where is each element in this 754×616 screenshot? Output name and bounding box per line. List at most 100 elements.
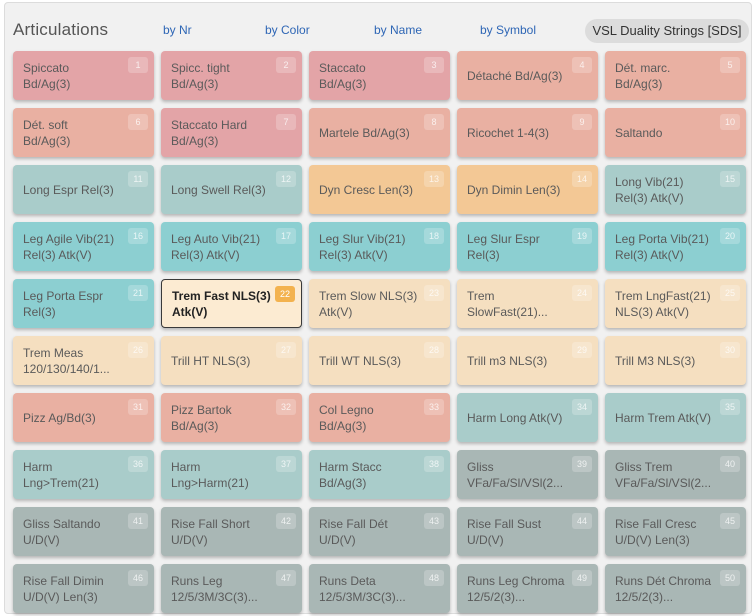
articulation-number-badge: 37 (276, 456, 296, 472)
articulation-tile[interactable]: Dét. soft Bd/Ag(3) 6 (13, 108, 154, 157)
articulation-tile[interactable]: Trill M3 NLS(3) 30 (605, 336, 746, 385)
articulation-number-badge: 24 (572, 285, 592, 301)
articulation-tile[interactable]: Harm Trem Atk(V) 35 (605, 393, 746, 442)
articulation-number-badge: 1 (128, 57, 148, 73)
sort-by-nr-link[interactable]: by Nr (163, 23, 192, 37)
articulation-tile[interactable]: Harm Lng>Harm(21) 37 (161, 450, 302, 499)
articulation-number-badge: 44 (572, 513, 592, 529)
articulation-tile[interactable]: Pizz Ag/Bd(3) 31 (13, 393, 154, 442)
articulation-label: Dyn Dimin Len(3) (467, 182, 561, 197)
articulation-number-badge: 12 (276, 171, 296, 187)
articulation-tile[interactable]: Ricochet 1-4(3) 9 (457, 108, 598, 157)
articulation-number-badge: 50 (720, 570, 740, 586)
articulation-tile[interactable]: Pizz Bartok Bd/Ag(3) 32 (161, 393, 302, 442)
articulation-number-badge: 49 (572, 570, 592, 586)
sort-by-color-link[interactable]: by Color (265, 23, 310, 37)
articulation-label: Dyn Cresc Len(3) (319, 182, 414, 197)
articulation-label: Leg Slur Espr Rel(3) (467, 231, 540, 262)
articulation-number-badge: 4 (572, 57, 592, 73)
articulation-tile[interactable]: Rise Fall Cresc U/D(V) Len(3) 45 (605, 507, 746, 556)
articulation-label: Runs Deta 12/5/3M/3C(3)... (319, 573, 406, 604)
articulation-tile[interactable]: Rise Fall Sust U/D(V) 44 (457, 507, 598, 556)
articulation-tile[interactable]: Trem Fast NLS(3) Atk(V) 22 (161, 279, 302, 328)
articulation-label: Harm Lng>Harm(21) (171, 459, 249, 490)
articulation-tile[interactable]: Trem Meas 120/130/140/1... 26 (13, 336, 154, 385)
articulation-number-badge: 7 (276, 114, 296, 130)
articulation-tile[interactable]: Runs Dét Chroma 12/5/2(3)... 50 (605, 564, 746, 613)
sort-by-symbol-link[interactable]: by Symbol (480, 23, 537, 37)
articulation-tile[interactable]: Rise Fall Dét U/D(V) 43 (309, 507, 450, 556)
articulation-tile[interactable]: Leg Slur Espr Rel(3) 19 (457, 222, 598, 271)
articulation-number-badge: 6 (128, 114, 148, 130)
articulation-tile[interactable]: Gliss Trem VFa/Fa/Sl/VSl(2... 40 (605, 450, 746, 499)
articulation-number-badge: 34 (572, 399, 592, 415)
articulation-tile[interactable]: Dyn Cresc Len(3) 13 (309, 165, 450, 214)
articulation-number-badge: 9 (572, 114, 592, 130)
articulation-tile[interactable]: Long Vib(21) Rel(3) Atk(V) 15 (605, 165, 746, 214)
articulation-tile[interactable]: Saltando 10 (605, 108, 746, 157)
articulation-label: Saltando (615, 125, 663, 140)
articulation-number-badge: 35 (720, 399, 740, 415)
articulation-tile[interactable]: Trem LngFast(21) NLS(3) Atk(V) 25 (605, 279, 746, 328)
articulation-label: Trem Slow NLS(3) Atk(V) (319, 288, 418, 319)
articulation-tile[interactable]: Trill HT NLS(3) 27 (161, 336, 302, 385)
articulation-tile[interactable]: Leg Auto Vib(21) Rel(3) Atk(V) 17 (161, 222, 302, 271)
articulation-label: Long Vib(21) Rel(3) Atk(V) (615, 174, 684, 205)
articulation-tile[interactable]: Leg Porta Vib(21) Rel(3) Atk(V) 20 (605, 222, 746, 271)
articulation-tile[interactable]: Dét. marc. Bd/Ag(3) 5 (605, 51, 746, 100)
articulation-label: Rise Fall Cresc U/D(V) Len(3) (615, 516, 697, 547)
articulation-label: Leg Porta Espr Rel(3) (23, 288, 104, 319)
articulation-tile[interactable]: Trem SlowFast(21)... 24 (457, 279, 598, 328)
articulation-label: Spicc. tight Bd/Ag(3) (171, 60, 230, 91)
articulation-tile[interactable]: Dyn Dimin Len(3) 14 (457, 165, 598, 214)
articulation-tile[interactable]: Martele Bd/Ag(3) 8 (309, 108, 450, 157)
articulation-label: Harm Stacc Bd/Ag(3) (319, 459, 382, 490)
sort-by-name-link[interactable]: by Name (374, 23, 423, 37)
articulation-number-badge: 22 (275, 286, 295, 302)
articulation-number-badge: 19 (572, 228, 592, 244)
articulation-tile[interactable]: Trem Slow NLS(3) Atk(V) 23 (309, 279, 450, 328)
articulation-tile[interactable]: Harm Stacc Bd/Ag(3) 38 (309, 450, 450, 499)
articulation-label: Ricochet 1-4(3) (467, 125, 550, 140)
articulation-tile[interactable]: Staccato Bd/Ag(3) 3 (309, 51, 450, 100)
library-selector[interactable]: VSL Duality Strings [SDS] (585, 19, 749, 43)
articulation-tile[interactable]: Harm Lng>Trem(21) 36 (13, 450, 154, 499)
articulation-number-badge: 38 (424, 456, 444, 472)
articulation-tile[interactable]: Rise Fall Dimin U/D(V) Len(3) 46 (13, 564, 154, 613)
articulation-tile[interactable]: Spicc. tight Bd/Ag(3) 2 (161, 51, 302, 100)
articulation-label: Harm Trem Atk(V) (615, 410, 712, 425)
articulation-number-badge: 26 (128, 342, 148, 358)
articulation-tile[interactable]: Leg Slur Vib(21) Rel(3) Atk(V) 18 (309, 222, 450, 271)
articulation-tile[interactable]: Gliss VFa/Fa/Sl/VSl(2... 39 (457, 450, 598, 499)
articulation-tile[interactable]: Trill m3 NLS(3) 29 (457, 336, 598, 385)
articulation-tile[interactable]: Long Espr Rel(3) 11 (13, 165, 154, 214)
articulation-number-badge: 32 (276, 399, 296, 415)
articulation-label: Pizz Bartok Bd/Ag(3) (171, 402, 232, 433)
articulation-label: Long Swell Rel(3) (171, 182, 266, 197)
articulation-tile[interactable]: Leg Porta Espr Rel(3) 21 (13, 279, 154, 328)
articulation-tile[interactable]: Leg Agile Vib(21) Rel(3) Atk(V) 16 (13, 222, 154, 271)
articulation-tile[interactable]: Long Swell Rel(3) 12 (161, 165, 302, 214)
articulation-number-badge: 33 (424, 399, 444, 415)
articulation-tile[interactable]: Trill WT NLS(3) 28 (309, 336, 450, 385)
articulation-tile[interactable]: Détaché Bd/Ag(3) 4 (457, 51, 598, 100)
articulation-tile[interactable]: Spiccato Bd/Ag(3) 1 (13, 51, 154, 100)
articulation-number-badge: 20 (720, 228, 740, 244)
articulation-label: Rise Fall Short U/D(V) (171, 516, 250, 547)
articulation-tile[interactable]: Harm Long Atk(V) 34 (457, 393, 598, 442)
articulation-tile[interactable]: Runs Leg 12/5/3M/3C(3)... 47 (161, 564, 302, 613)
articulation-tile[interactable]: Runs Deta 12/5/3M/3C(3)... 48 (309, 564, 450, 613)
articulation-number-badge: 43 (424, 513, 444, 529)
articulation-tile[interactable]: Rise Fall Short U/D(V) 42 (161, 507, 302, 556)
articulation-tile[interactable]: Gliss Saltando U/D(V) 41 (13, 507, 154, 556)
articulation-number-badge: 10 (720, 114, 740, 130)
articulation-tile[interactable]: Col Legno Bd/Ag(3) 33 (309, 393, 450, 442)
articulation-number-badge: 28 (424, 342, 444, 358)
articulation-tile[interactable]: Staccato Hard Bd/Ag(3) 7 (161, 108, 302, 157)
articulation-label: Leg Porta Vib(21) Rel(3) Atk(V) (615, 231, 709, 262)
articulation-number-badge: 40 (720, 456, 740, 472)
articulation-tile[interactable]: Runs Leg Chroma 12/5/2(3)... 49 (457, 564, 598, 613)
articulation-label: Dét. soft Bd/Ag(3) (23, 117, 71, 148)
articulation-number-badge: 16 (128, 228, 148, 244)
articulation-label: Long Espr Rel(3) (23, 182, 114, 197)
